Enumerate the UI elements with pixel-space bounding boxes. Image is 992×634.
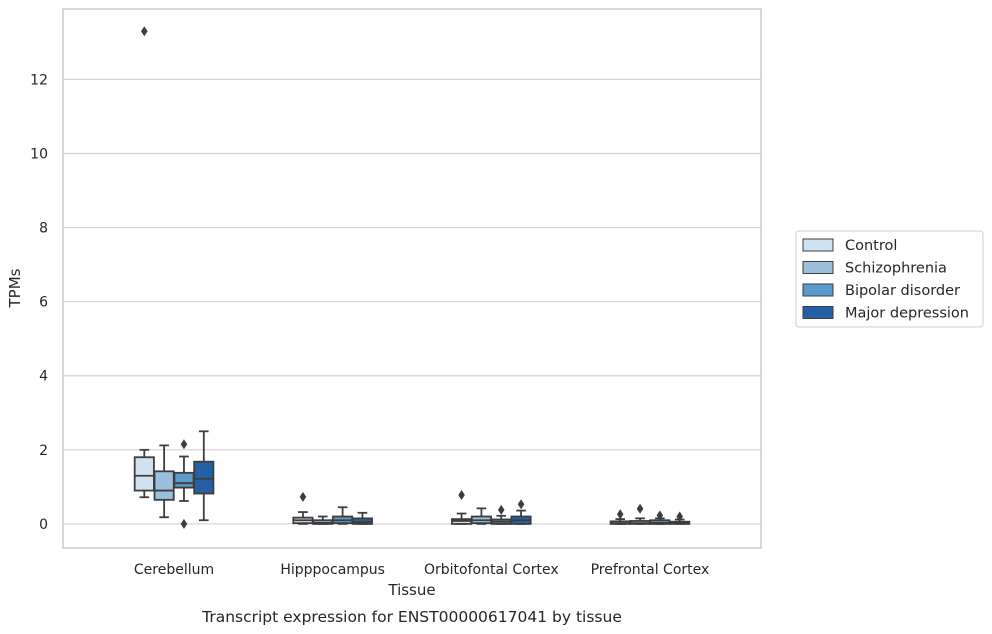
outlier-point [141,26,148,37]
x-tick-labels: Cerebellum Hipppocampus Orbitofontal Corte… [134,562,709,578]
outlier-point [517,499,525,510]
outlier-point [458,490,465,501]
box [153,470,175,501]
y-tick-label: 4 [39,369,48,385]
box [193,460,215,495]
box-group [669,511,691,525]
box-group [609,509,631,525]
x-axis-label: Tissue [387,581,435,599]
y-tick-label: 2 [39,443,48,459]
outlier-point [656,510,664,521]
outlier-point [676,511,683,522]
box [173,471,195,489]
box [351,517,373,525]
legend: Control Schizophrenia Bipolar disorder Majo… [795,230,984,328]
box-group [510,499,532,525]
y-tick-label: 6 [39,295,48,311]
legend-label: Schizophrenia [845,261,947,277]
box-group [490,504,512,525]
y-tick-label: 0 [39,517,48,533]
grid-lines [63,78,761,525]
outlier-point [180,518,188,529]
outlier-point [636,503,644,514]
plot-frame [62,8,762,549]
outlier-point [497,504,505,515]
box-group [292,491,314,525]
x-tick-label: Hipppocampus [280,562,385,578]
legend-label: Control [845,238,897,254]
x-tick-label: Prefrontal Cortex [591,562,710,578]
box-group [153,444,175,519]
box-group [629,503,651,525]
box-group [649,510,671,525]
legend-label: Bipolar disorder [845,283,960,299]
legend-swatch [802,283,834,297]
legend-swatch [802,306,834,319]
legend-frame [795,230,984,328]
y-tick-labels: 0 2 4 6 8 10 12 [30,72,48,533]
y-tick-label: 8 [39,221,48,237]
box-plots [133,26,691,529]
x-tick-label: Cerebellum [134,562,214,578]
legend-swatch [802,261,834,274]
y-axis-label: TPMs [6,268,24,308]
y-tick-label: 12 [30,72,48,88]
box-group [312,515,334,525]
box-group [351,511,373,525]
box-group [133,26,155,499]
outlier-point [180,439,188,450]
box-group [173,439,195,529]
outlier-point [299,491,307,502]
box-group [332,506,354,525]
y-tick-label: 10 [30,146,48,162]
box-group [451,490,473,525]
chart-title: Transcript expression for ENST0000061704… [201,608,622,626]
box [133,456,155,492]
legend-swatch [802,238,834,252]
outlier-point [616,509,624,520]
box-group [193,430,215,522]
x-tick-label: Orbitofontal Cortex [424,562,559,578]
legend-label: Major depression [845,306,969,322]
box-group [470,507,492,525]
